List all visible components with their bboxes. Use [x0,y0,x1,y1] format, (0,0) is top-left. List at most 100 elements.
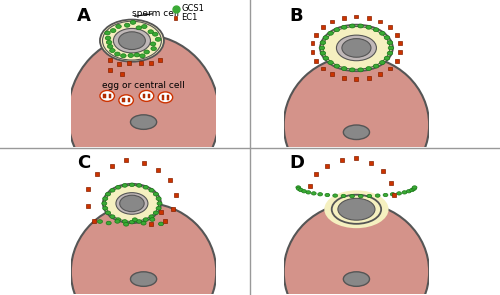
Ellipse shape [110,49,115,53]
FancyBboxPatch shape [308,184,312,188]
Ellipse shape [390,193,395,196]
Ellipse shape [350,68,355,72]
Ellipse shape [367,194,372,198]
FancyBboxPatch shape [378,72,382,76]
FancyBboxPatch shape [354,156,358,160]
FancyBboxPatch shape [162,95,164,97]
Ellipse shape [106,40,112,44]
Ellipse shape [130,183,134,187]
Ellipse shape [118,32,146,50]
FancyBboxPatch shape [159,210,163,214]
FancyBboxPatch shape [340,158,344,162]
Text: A: A [76,7,90,25]
Ellipse shape [106,211,110,214]
Ellipse shape [383,193,388,197]
Ellipse shape [151,47,156,50]
Ellipse shape [380,60,385,65]
FancyBboxPatch shape [326,164,330,168]
Ellipse shape [114,52,120,56]
FancyBboxPatch shape [108,94,111,96]
Ellipse shape [341,194,346,198]
FancyBboxPatch shape [92,219,96,223]
Ellipse shape [140,54,145,58]
FancyBboxPatch shape [164,219,168,223]
Ellipse shape [334,28,340,32]
FancyBboxPatch shape [110,164,114,168]
Ellipse shape [124,23,130,27]
Ellipse shape [358,194,363,198]
FancyBboxPatch shape [122,100,124,102]
Ellipse shape [387,41,392,45]
FancyBboxPatch shape [162,97,164,100]
FancyBboxPatch shape [142,161,146,165]
FancyBboxPatch shape [142,96,145,98]
Ellipse shape [302,190,306,193]
Ellipse shape [130,115,156,129]
Ellipse shape [158,222,164,226]
FancyBboxPatch shape [108,96,111,98]
Text: GCS1: GCS1 [182,4,204,13]
Ellipse shape [156,37,161,41]
Ellipse shape [119,95,134,106]
Ellipse shape [152,32,158,36]
Ellipse shape [312,192,316,195]
FancyBboxPatch shape [310,42,314,45]
Ellipse shape [114,28,150,53]
FancyBboxPatch shape [367,16,371,20]
FancyBboxPatch shape [86,187,90,191]
Ellipse shape [102,197,108,200]
Ellipse shape [103,184,161,223]
Ellipse shape [134,53,140,57]
Ellipse shape [157,202,162,205]
FancyBboxPatch shape [117,62,121,66]
Text: egg or central cell: egg or central cell [102,81,185,90]
Ellipse shape [110,29,116,32]
Ellipse shape [396,192,402,195]
Ellipse shape [144,50,150,54]
Ellipse shape [323,36,328,40]
FancyBboxPatch shape [122,98,124,100]
Ellipse shape [333,194,338,197]
Text: B: B [290,7,303,25]
FancyBboxPatch shape [398,42,402,45]
Ellipse shape [106,221,111,225]
Ellipse shape [136,26,141,30]
Ellipse shape [306,191,311,194]
Ellipse shape [358,68,364,72]
Ellipse shape [141,222,146,225]
Ellipse shape [143,186,148,189]
FancyBboxPatch shape [310,50,314,54]
Ellipse shape [115,219,120,223]
Ellipse shape [154,192,158,196]
FancyBboxPatch shape [104,96,106,98]
FancyBboxPatch shape [124,158,128,162]
Ellipse shape [324,190,388,228]
FancyBboxPatch shape [128,100,130,102]
Ellipse shape [139,91,154,101]
FancyBboxPatch shape [120,72,124,76]
Ellipse shape [128,53,134,58]
Ellipse shape [325,193,330,197]
FancyBboxPatch shape [342,16,346,20]
Ellipse shape [98,220,102,223]
Ellipse shape [120,195,144,212]
Ellipse shape [318,193,322,196]
Ellipse shape [110,215,115,219]
Ellipse shape [387,51,392,55]
Ellipse shape [350,194,354,198]
Ellipse shape [110,189,115,192]
Ellipse shape [143,218,148,222]
Ellipse shape [130,272,156,286]
Ellipse shape [380,31,385,35]
Ellipse shape [334,64,340,68]
Ellipse shape [71,203,217,295]
FancyBboxPatch shape [174,193,178,197]
FancyBboxPatch shape [390,181,394,185]
FancyBboxPatch shape [369,161,373,165]
Ellipse shape [358,24,364,28]
Ellipse shape [106,192,110,196]
Ellipse shape [150,42,156,46]
Ellipse shape [142,24,147,29]
FancyBboxPatch shape [392,193,396,197]
FancyBboxPatch shape [174,16,178,19]
